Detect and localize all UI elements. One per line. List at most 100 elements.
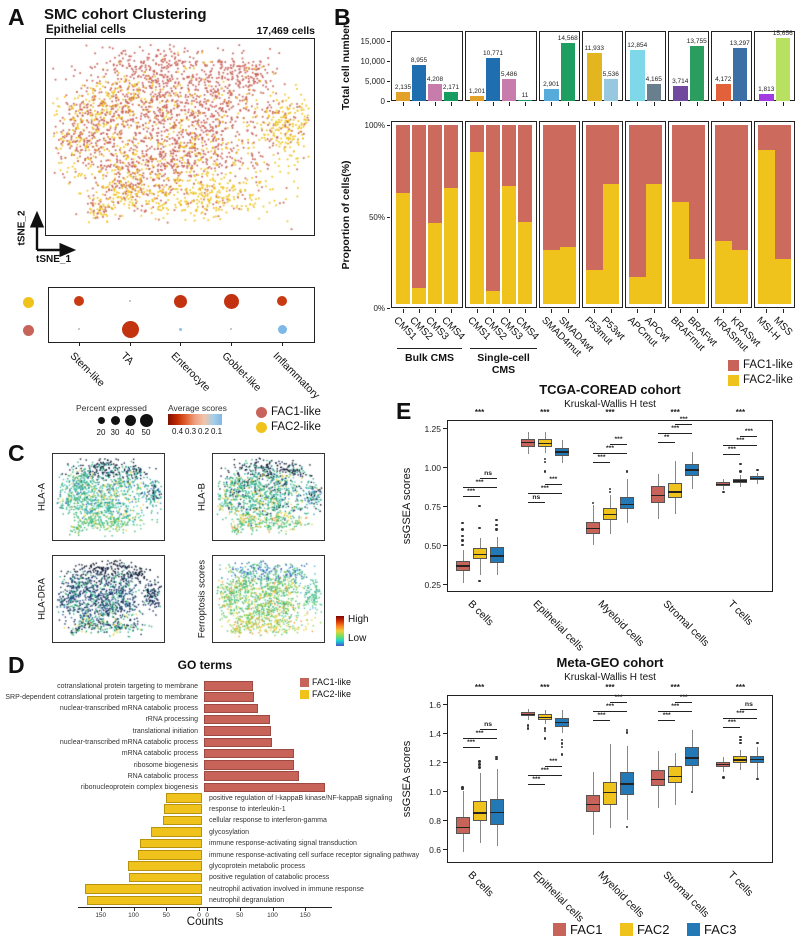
average-scores-colorbar: [168, 414, 222, 425]
significance-label: ***: [597, 453, 606, 461]
go-term-label: nuclear-transcribed mRNA catabolic proce…: [59, 739, 198, 746]
go-bar-fac2: [165, 793, 202, 803]
dotplot-dot: [74, 296, 84, 306]
go-term-label: nuclear-transcribed mRNA catabolic proce…: [59, 705, 198, 713]
fac-label: FAC3: [704, 922, 737, 937]
feature-plot-label: Ferroptosis scores: [196, 559, 208, 639]
cell-count-bar: [517, 100, 533, 101]
fac-like-swatch: [728, 360, 739, 371]
fac-like-swatch: [728, 375, 739, 386]
go-term-label: cotranslational protein targeting to mem…: [57, 682, 198, 690]
cell-count-bar: [411, 65, 427, 101]
fac-legend-dot: [256, 407, 267, 418]
feature-plot-label: HLA-DRA: [36, 578, 48, 620]
boxplot-category-label: B cells: [465, 869, 496, 900]
fac-label: FAC1: [570, 922, 603, 937]
fac-legend-dot: [256, 422, 267, 433]
boxplot-category-label: Myeloid cells: [595, 598, 647, 649]
significance-bracket: [658, 442, 676, 444]
proportion-bar-fac2: [486, 291, 500, 304]
box: [668, 482, 683, 499]
boxplot-category-label: Myeloid cells: [595, 869, 647, 920]
size-legend-tick: 50: [141, 428, 151, 437]
proportion-bar-fac1: [731, 125, 748, 251]
cell-count-bar: [732, 47, 747, 101]
go-legend-label: FAC2-like: [312, 689, 352, 699]
dotplot-dot: [173, 294, 187, 308]
cell-count-value: 13,297: [729, 39, 750, 47]
overall-significance: ***: [735, 408, 746, 417]
significance-bracket: [527, 775, 562, 777]
boxplot-ytick: 0.25: [424, 580, 441, 591]
go-xtick: 50: [236, 912, 244, 919]
dotplot-dot: [121, 320, 139, 338]
proportion-bar-fac2: [758, 150, 775, 304]
significance-bracket: [593, 719, 610, 721]
significance-bracket: [675, 424, 693, 426]
proportion-bar-fac1: [688, 125, 705, 260]
box: [651, 486, 666, 503]
proportion-bar-fac2: [470, 151, 484, 304]
cell-number-ytick: 10,000: [360, 57, 385, 66]
go-legend-swatch: [300, 678, 309, 687]
significance-label: ***: [540, 767, 549, 775]
proportion-bar-fac1: [758, 125, 775, 151]
go-xtick: 100: [128, 912, 139, 919]
go-bar-fac1: [204, 748, 295, 759]
size-legend-tick: 30: [110, 428, 120, 437]
overall-significance: ***: [670, 408, 680, 417]
significance-bracket: [593, 452, 627, 454]
box: [668, 765, 683, 784]
significance-bracket: [527, 784, 545, 786]
cell-count-value: 5,536: [602, 70, 619, 78]
go-bar-fac1: [204, 714, 270, 725]
proportion-bar-fac1: [470, 125, 484, 152]
proportion-bar-fac1: [518, 125, 532, 222]
cell-count-bar: [775, 38, 790, 101]
boxplot-category-label: Stromal cells: [660, 869, 712, 920]
go-bar-fac2: [162, 815, 202, 826]
average-scores-title: Average scores: [168, 403, 227, 413]
cell-count-value: 1,201: [468, 88, 486, 96]
size-legend-dot: [97, 416, 105, 424]
significance-label: ***: [549, 475, 558, 483]
dotplot-dot: [129, 300, 131, 302]
overall-significance: ***: [540, 408, 550, 417]
proportion-bar-fac2: [444, 187, 458, 304]
go-term-label: ribonucleoprotein complex biogenesis: [80, 784, 198, 792]
significance-bracket: [544, 483, 562, 485]
box: [685, 747, 700, 766]
feature-plot-scatter: [214, 455, 323, 539]
significance-label: ***: [679, 693, 688, 701]
bar-panel-frame: [391, 31, 463, 101]
score-legend-tick: 0.2: [198, 427, 210, 436]
go-term-label: translational initiation: [132, 727, 198, 735]
go-xaxis-label: Counts: [186, 916, 224, 928]
go-term-label: glycoprotein metabolic process: [209, 862, 306, 870]
cell-count-value: 4,172: [715, 76, 732, 84]
go-term-label: response to interleukin-1: [209, 805, 286, 813]
boxplot-ytick: 1.25: [424, 423, 441, 434]
go-bar-fac2: [150, 827, 202, 837]
proportion-bar-fac1: [396, 125, 410, 194]
significance-bracket: [675, 701, 693, 703]
proportion-bar-fac2: [715, 241, 732, 304]
significance-label: ***: [614, 693, 623, 701]
fac-legend-label: FAC2-like: [271, 421, 321, 433]
cell-number-ytick: 15,000: [360, 37, 385, 46]
boxplot-title: TCGA-COREAD cohort: [539, 382, 681, 397]
dotplot-dot: [178, 327, 182, 331]
feature-plot-label: HLA-A: [36, 483, 48, 511]
significance-bracket: [479, 478, 497, 479]
boxplot-ytick: 1.4: [429, 728, 441, 739]
proportion-ytick: 50%: [368, 212, 385, 222]
significance-label: ***: [671, 425, 680, 433]
feature-plot-scatter: [54, 455, 163, 539]
boxplot-subtitle: Kruskal-Wallis H test: [564, 672, 656, 683]
significance-bracket: [740, 709, 758, 710]
bar-panel-frame: [465, 31, 537, 101]
significance-bracket: [593, 710, 627, 712]
fac-swatch: [620, 923, 633, 936]
box: [603, 781, 617, 806]
cell-count-bar: [485, 57, 501, 101]
